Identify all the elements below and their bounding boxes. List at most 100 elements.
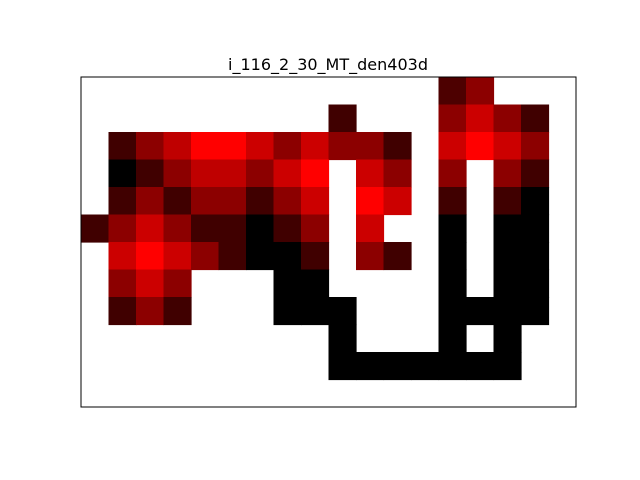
heatmap-cell <box>301 132 330 161</box>
heatmap-cell <box>218 159 247 188</box>
heatmap-cell <box>466 297 495 326</box>
heatmap-cell <box>521 269 550 298</box>
heatmap-cell <box>521 104 550 133</box>
heatmap-cell <box>301 269 330 298</box>
heatmap-cell <box>301 214 330 243</box>
heatmap-cell <box>301 187 330 216</box>
heatmap-cell <box>438 297 467 326</box>
heatmap-cell <box>438 214 467 243</box>
heatmap-cell <box>356 352 385 381</box>
heatmap-cell <box>218 132 247 161</box>
heatmap-cell <box>493 352 522 381</box>
heatmap-cell <box>438 324 467 353</box>
heatmap-cell <box>383 159 412 188</box>
heatmap-cell <box>438 159 467 188</box>
heatmap-cell <box>273 159 302 188</box>
heatmap-cell <box>438 132 467 161</box>
heatmap-cell <box>493 324 522 353</box>
heatmap-cell <box>218 187 247 216</box>
heatmap-cell <box>246 242 275 271</box>
heatmap-cell <box>493 297 522 326</box>
heatmap-cell <box>273 269 302 298</box>
heatmap-cell <box>273 187 302 216</box>
heatmap-cell <box>191 187 220 216</box>
heatmap-cell <box>438 104 467 133</box>
heatmap-cell <box>521 132 550 161</box>
heatmap-cell <box>383 242 412 271</box>
heatmap-cell <box>273 132 302 161</box>
heatmap-cell <box>356 159 385 188</box>
heatmap-cell <box>466 132 495 161</box>
heatmap-cell <box>438 187 467 216</box>
heatmap-cell <box>411 352 440 381</box>
heatmap-cell <box>493 242 522 271</box>
heatmap-cell <box>108 269 137 298</box>
heatmap-cell <box>493 159 522 188</box>
heatmap-cell <box>246 214 275 243</box>
heatmap-cell <box>328 297 357 326</box>
heatmap-cell <box>356 187 385 216</box>
heatmap-cell <box>438 242 467 271</box>
heatmap-cell <box>521 297 550 326</box>
heatmap-cell <box>356 242 385 271</box>
heatmap-cell <box>108 297 137 326</box>
heatmap-cell <box>163 297 192 326</box>
heatmap-cell <box>438 77 467 106</box>
heatmap-cell <box>466 352 495 381</box>
heatmap-cell <box>521 159 550 188</box>
heatmap-cell <box>356 214 385 243</box>
heatmap-cell <box>493 214 522 243</box>
heatmap-cell <box>273 297 302 326</box>
heatmap-cell <box>438 352 467 381</box>
heatmap-cell <box>108 214 137 243</box>
heatmap-cell <box>328 104 357 133</box>
heatmap-cell <box>163 159 192 188</box>
heatmap-cell <box>163 269 192 298</box>
heatmap-cell <box>438 269 467 298</box>
heatmap-cell <box>136 297 165 326</box>
heatmap-cell <box>108 132 137 161</box>
heatmap-cell <box>466 104 495 133</box>
heatmap-cell <box>301 297 330 326</box>
heatmap-cell <box>273 242 302 271</box>
axes-frame <box>80 76 577 408</box>
heatmap-cell <box>218 242 247 271</box>
heatmap-cell <box>383 132 412 161</box>
heatmap-cells <box>81 77 550 381</box>
heatmap-cell <box>136 187 165 216</box>
heatmap-cell <box>328 352 357 381</box>
heatmap-cell <box>136 242 165 271</box>
heatmap-cell <box>108 187 137 216</box>
heatmap-cell <box>246 132 275 161</box>
chart-title: i_116_2_30_MT_den403d <box>228 55 428 75</box>
heatmap-cell <box>136 132 165 161</box>
heatmap-cell <box>163 242 192 271</box>
heatmap-cell <box>191 132 220 161</box>
heatmap-cell <box>163 187 192 216</box>
heatmap-cell <box>246 187 275 216</box>
heatmap-cell <box>383 352 412 381</box>
heatmap-cell <box>218 214 247 243</box>
heatmap-cell <box>191 159 220 188</box>
heatmap-cell <box>521 242 550 271</box>
heatmap-cell <box>136 159 165 188</box>
heatmap-cell <box>493 269 522 298</box>
heatmap-cell <box>493 132 522 161</box>
heatmap-cell <box>246 159 275 188</box>
heatmap-cell <box>273 214 302 243</box>
heatmap-cell <box>328 132 357 161</box>
heatmap-cell <box>136 269 165 298</box>
heatmap-cell <box>163 132 192 161</box>
heatmap-cell <box>136 214 165 243</box>
heatmap-cell <box>493 104 522 133</box>
heatmap-cell <box>191 242 220 271</box>
heatmap-cell <box>301 242 330 271</box>
heatmap-cell <box>383 187 412 216</box>
heatmap-cell <box>108 159 137 188</box>
heatmap-cell <box>328 324 357 353</box>
heatmap-cell <box>191 214 220 243</box>
heatmap-cell <box>301 159 330 188</box>
heatmap-cell <box>521 187 550 216</box>
heatmap-cell <box>108 242 137 271</box>
